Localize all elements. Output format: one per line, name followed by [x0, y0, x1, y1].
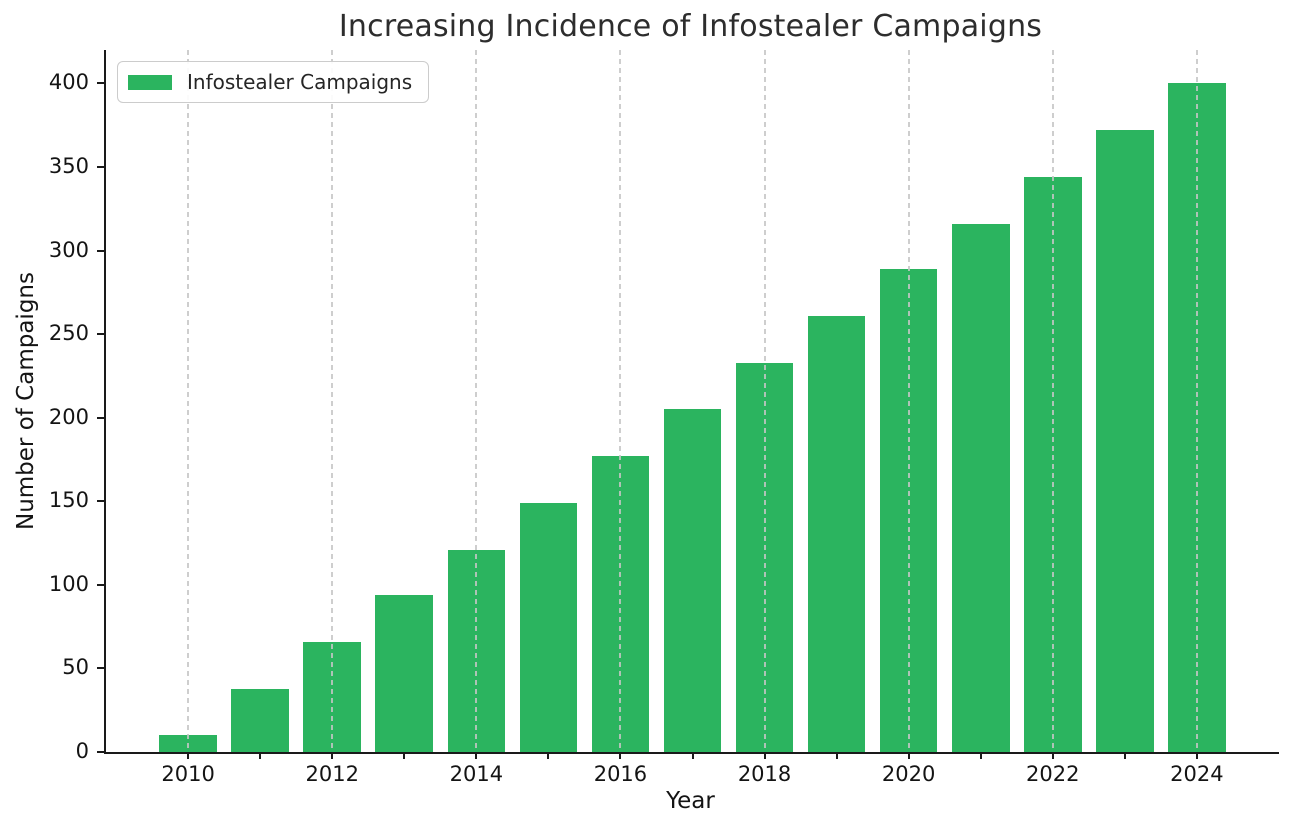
bar-2014	[447, 549, 506, 752]
x-tick-mark-2010	[187, 752, 190, 759]
y-tick-mark-250	[97, 333, 104, 336]
x-tick-label-2022: 2022	[1026, 762, 1080, 786]
bar-2023	[1095, 130, 1154, 752]
x-tick-label-2012: 2012	[305, 762, 359, 786]
x-tick-mark-2022	[1051, 752, 1054, 759]
bar-2018	[735, 362, 794, 752]
x-axis-label: Year	[666, 788, 715, 814]
x-tick-mark-2021	[979, 752, 982, 759]
x-tick-mark-2011	[259, 752, 262, 759]
bar-2015	[519, 502, 578, 752]
y-tick-mark-50	[97, 667, 104, 670]
legend: Infostealer Campaigns	[117, 61, 430, 103]
legend-swatch-icon	[128, 74, 172, 90]
y-tick-mark-350	[97, 166, 104, 168]
x-tick-label-2014: 2014	[449, 762, 504, 786]
y-tick-mark-300	[97, 249, 104, 252]
y-tick-label-0: 0	[75, 739, 89, 763]
x-tick-label-2018: 2018	[737, 762, 792, 786]
x-tick-mark-2024	[1195, 752, 1198, 759]
x-tick-mark-2016	[619, 752, 622, 759]
gridline-2010	[187, 50, 190, 752]
x-tick-mark-2014	[475, 752, 478, 759]
x-tick-label-2024: 2024	[1170, 762, 1224, 786]
x-tick-mark-2012	[331, 752, 334, 759]
y-tick-mark-400	[97, 82, 104, 85]
bar-2017	[663, 409, 722, 752]
bar-2022	[1023, 177, 1082, 752]
bar-2016	[591, 456, 650, 752]
x-tick-label-2010: 2010	[161, 762, 215, 786]
y-tick-label-200: 200	[48, 404, 89, 429]
bar-2011	[231, 688, 289, 752]
y-tick-mark-100	[97, 583, 104, 586]
plot-area: Infostealer Campaigns 2010 2012 2014 2016 20…	[49, 50, 1279, 786]
bar-2024	[1168, 83, 1226, 752]
bar-2010	[159, 735, 217, 752]
x-tick-mark-2015	[547, 752, 550, 759]
x-tick-label-2020: 2020	[881, 762, 936, 786]
x-tick-mark-2017	[691, 752, 694, 759]
y-tick-label-350: 350	[48, 154, 89, 178]
x-tick-mark-2018	[763, 752, 766, 759]
legend-label: Infostealer Campaigns	[187, 70, 413, 94]
x-tick-mark-2020	[907, 752, 910, 759]
y-tick-label-50: 50	[62, 655, 89, 680]
y-tick-mark-150	[97, 500, 104, 503]
y-tick-label-400: 400	[48, 70, 89, 95]
chart-title: Increasing Incidence of Infostealer Camp…	[338, 9, 1043, 44]
y-tick-mark-200	[97, 416, 104, 419]
bar-2020	[879, 268, 938, 752]
bar-2013	[375, 594, 434, 752]
y-tick-label-100: 100	[48, 571, 89, 596]
y-tick-mark-0	[97, 751, 104, 753]
x-tick-mark-2013	[403, 752, 406, 759]
bar-2021	[951, 223, 1010, 752]
x-tick-mark-2023	[1123, 752, 1126, 759]
bar-2012	[303, 641, 362, 752]
bar-2019	[807, 315, 866, 752]
y-axis-label-text: Number of Campaigns	[13, 272, 39, 530]
x-tick-mark-2019	[835, 752, 838, 759]
y-tick-label-300: 300	[48, 237, 89, 262]
y-tick-label-150: 150	[48, 488, 89, 513]
y-tick-label-250: 250	[48, 321, 89, 346]
x-tick-label-2016: 2016	[593, 762, 648, 786]
